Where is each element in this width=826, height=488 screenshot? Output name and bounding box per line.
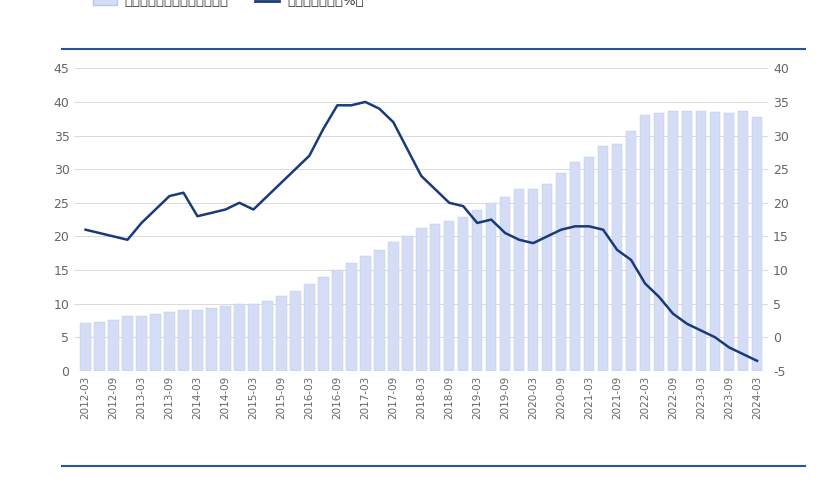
Bar (346, 264, 357, 371)
Bar (108, 320, 119, 371)
Bar (290, 291, 301, 371)
Bar (318, 277, 329, 371)
Bar (360, 256, 371, 371)
Bar (122, 316, 133, 371)
Bar (374, 250, 385, 371)
Bar (640, 115, 650, 371)
Bar (178, 310, 188, 371)
Bar (136, 316, 147, 371)
Bar (612, 144, 622, 371)
Bar (542, 184, 553, 371)
Bar (500, 198, 510, 371)
Bar (402, 236, 412, 371)
Bar (584, 157, 595, 371)
Bar (248, 305, 259, 371)
Bar (458, 217, 468, 371)
Bar (206, 308, 216, 371)
Bar (150, 314, 161, 371)
Bar (388, 242, 398, 371)
Bar (695, 111, 706, 371)
Bar (444, 221, 454, 371)
Bar (570, 163, 581, 371)
Bar (724, 113, 734, 371)
Bar (234, 304, 244, 371)
Bar (667, 111, 678, 371)
Bar (514, 189, 525, 371)
Bar (598, 145, 609, 371)
Bar (262, 301, 273, 371)
Bar (416, 228, 426, 371)
Bar (556, 173, 567, 371)
Bar (430, 224, 440, 371)
Bar (626, 131, 636, 371)
Bar (304, 284, 315, 371)
Legend: 个人住房贷款余额（万亿元）, 同比增速（右，%）: 个人住房贷款余额（万亿元）, 同比增速（右，%） (88, 0, 368, 14)
Bar (486, 203, 496, 371)
Bar (528, 189, 539, 371)
Bar (710, 112, 720, 371)
Bar (738, 111, 748, 371)
Bar (80, 323, 91, 371)
Bar (192, 310, 202, 371)
Bar (164, 312, 175, 371)
Bar (221, 306, 230, 371)
Bar (654, 113, 664, 371)
Bar (332, 270, 343, 371)
Bar (94, 322, 105, 371)
Bar (472, 210, 482, 371)
Bar (752, 117, 762, 371)
Bar (681, 111, 692, 371)
Bar (276, 296, 287, 371)
